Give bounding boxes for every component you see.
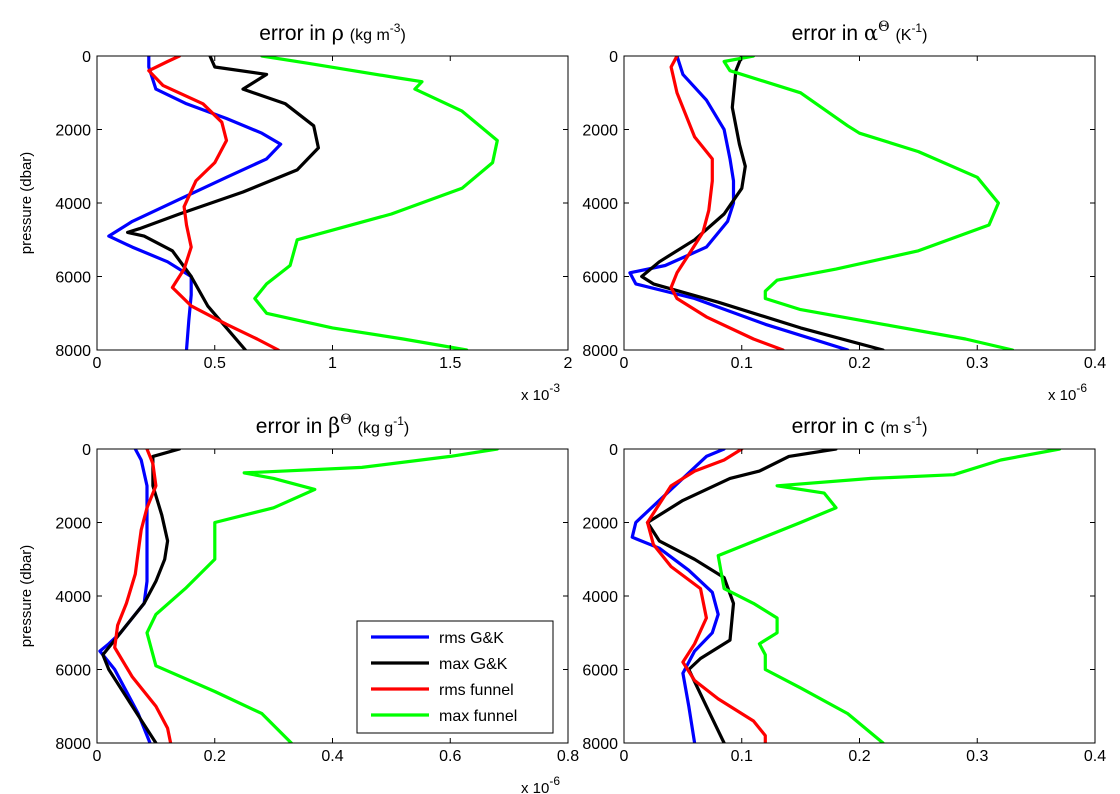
y-tick-label: 4000 xyxy=(55,196,91,213)
x-tick-label: 1 xyxy=(328,355,337,372)
legend-label: max funnel xyxy=(439,708,517,725)
x-tick-label: 2 xyxy=(564,355,573,372)
x-tick-label: 0.2 xyxy=(848,748,870,765)
series-line-rms-g-k xyxy=(98,449,152,743)
y-tick-label: 6000 xyxy=(582,663,618,680)
x-tick-label: 0.4 xyxy=(321,748,343,765)
series-line-max-funnel xyxy=(722,56,1015,350)
y-tick-label: 6000 xyxy=(582,270,618,287)
series-line-max-funnel xyxy=(145,449,499,743)
x-tick-label: 0 xyxy=(620,748,629,765)
x-tick-label: 0.1 xyxy=(731,355,753,372)
x-tick-label: 0.3 xyxy=(966,748,988,765)
x-multiplier: x 10-6 xyxy=(521,774,560,794)
chart-title: error in βΘ (kg g-1) xyxy=(256,412,409,438)
y-tick-label: 0 xyxy=(609,442,618,459)
x-tick-label: 0.4 xyxy=(1084,355,1106,372)
x-tick-label: 0.4 xyxy=(1084,748,1106,765)
y-tick-label: 8000 xyxy=(55,736,91,753)
x-tick-label: 0.5 xyxy=(204,355,226,372)
x-tick-label: 0.2 xyxy=(848,355,870,372)
y-tick-label: 6000 xyxy=(55,270,91,287)
x-multiplier: x 10-6 xyxy=(1048,381,1087,404)
x-tick-label: 0.1 xyxy=(731,748,753,765)
series-line-max-g-k xyxy=(101,449,181,743)
y-tick-label: 4000 xyxy=(582,589,618,606)
series-line-max-funnel xyxy=(716,449,1062,743)
y-tick-label: 4000 xyxy=(582,196,618,213)
x-tick-label: 0 xyxy=(93,355,102,372)
legend-label: max G&K xyxy=(439,656,508,673)
y-tick-label: 0 xyxy=(82,49,91,66)
legend: rms G&K max G&K rms funnel max funnel xyxy=(356,620,554,734)
y-axis-label: pressure (dbar) xyxy=(18,545,35,648)
series-line-max-g-k xyxy=(640,56,885,350)
series-group xyxy=(630,449,1062,743)
legend-label: rms funnel xyxy=(439,682,514,699)
chart-panel-1: 0 0.5 1 1.5 2 0 2000 4000 6000 8000 pressure (dbar… xyxy=(18,21,573,404)
y-tick-label: 8000 xyxy=(55,343,91,360)
series-group xyxy=(98,449,499,743)
x-tick-label: 0.2 xyxy=(204,748,226,765)
series-group xyxy=(107,56,499,350)
x-tick-label: 0 xyxy=(620,355,629,372)
chart-panel-3: 0 0.2 0.4 0.6 0.8 0 2000 4000 6000 8000 pressure (… xyxy=(18,412,579,794)
x-tick-label: 0.3 xyxy=(966,355,988,372)
chart-title: error in αΘ (K-1) xyxy=(792,19,928,45)
x-tick-label: 0.6 xyxy=(439,748,461,765)
x-tick-label: 0 xyxy=(93,748,102,765)
chart-title: error in ρ (kg m-3) xyxy=(259,21,406,45)
y-tick-label: 8000 xyxy=(582,343,618,360)
y-tick-label: 2000 xyxy=(582,123,618,140)
axes-box xyxy=(623,448,1096,744)
y-tick-label: 4000 xyxy=(55,589,91,606)
y-tick-label: 6000 xyxy=(55,663,91,680)
series-line-rms-funnel xyxy=(147,56,280,350)
series-line-max-funnel xyxy=(253,56,499,350)
x-tick-label: 0.8 xyxy=(557,748,579,765)
chart-panel-2: 0 0.1 0.2 0.3 0.4 0 2000 4000 6000 8000 x 10-6 erro… xyxy=(582,19,1106,404)
x-multiplier: x 10-3 xyxy=(521,381,560,404)
legend-label: rms G&K xyxy=(439,630,504,647)
series-line-rms-g-k xyxy=(630,449,726,743)
series-line-rms-funnel xyxy=(113,449,173,743)
y-tick-label: 8000 xyxy=(582,736,618,753)
x-tick-label: 1.5 xyxy=(439,355,461,372)
y-tick-label: 2000 xyxy=(55,516,91,533)
series-line-rms-g-k xyxy=(628,56,850,350)
axes-box xyxy=(623,55,1096,351)
axes-box xyxy=(96,55,569,351)
chart-panel-4: 0 0.1 0.2 0.3 0.4 0 2000 4000 6000 8000 error in c… xyxy=(582,414,1106,765)
series-line-max-g-k xyxy=(645,449,838,743)
y-tick-label: 0 xyxy=(82,442,91,459)
y-tick-label: 0 xyxy=(609,49,618,66)
y-axis-label: pressure (dbar) xyxy=(18,152,35,255)
series-line-rms-funnel xyxy=(669,56,785,350)
series-line-rms-funnel xyxy=(645,449,767,743)
series-group xyxy=(628,56,1015,350)
series-line-max-g-k xyxy=(125,56,320,350)
y-tick-label: 2000 xyxy=(582,516,618,533)
chart-title: error in c (m s-1) xyxy=(792,414,928,438)
y-tick-label: 2000 xyxy=(55,123,91,140)
